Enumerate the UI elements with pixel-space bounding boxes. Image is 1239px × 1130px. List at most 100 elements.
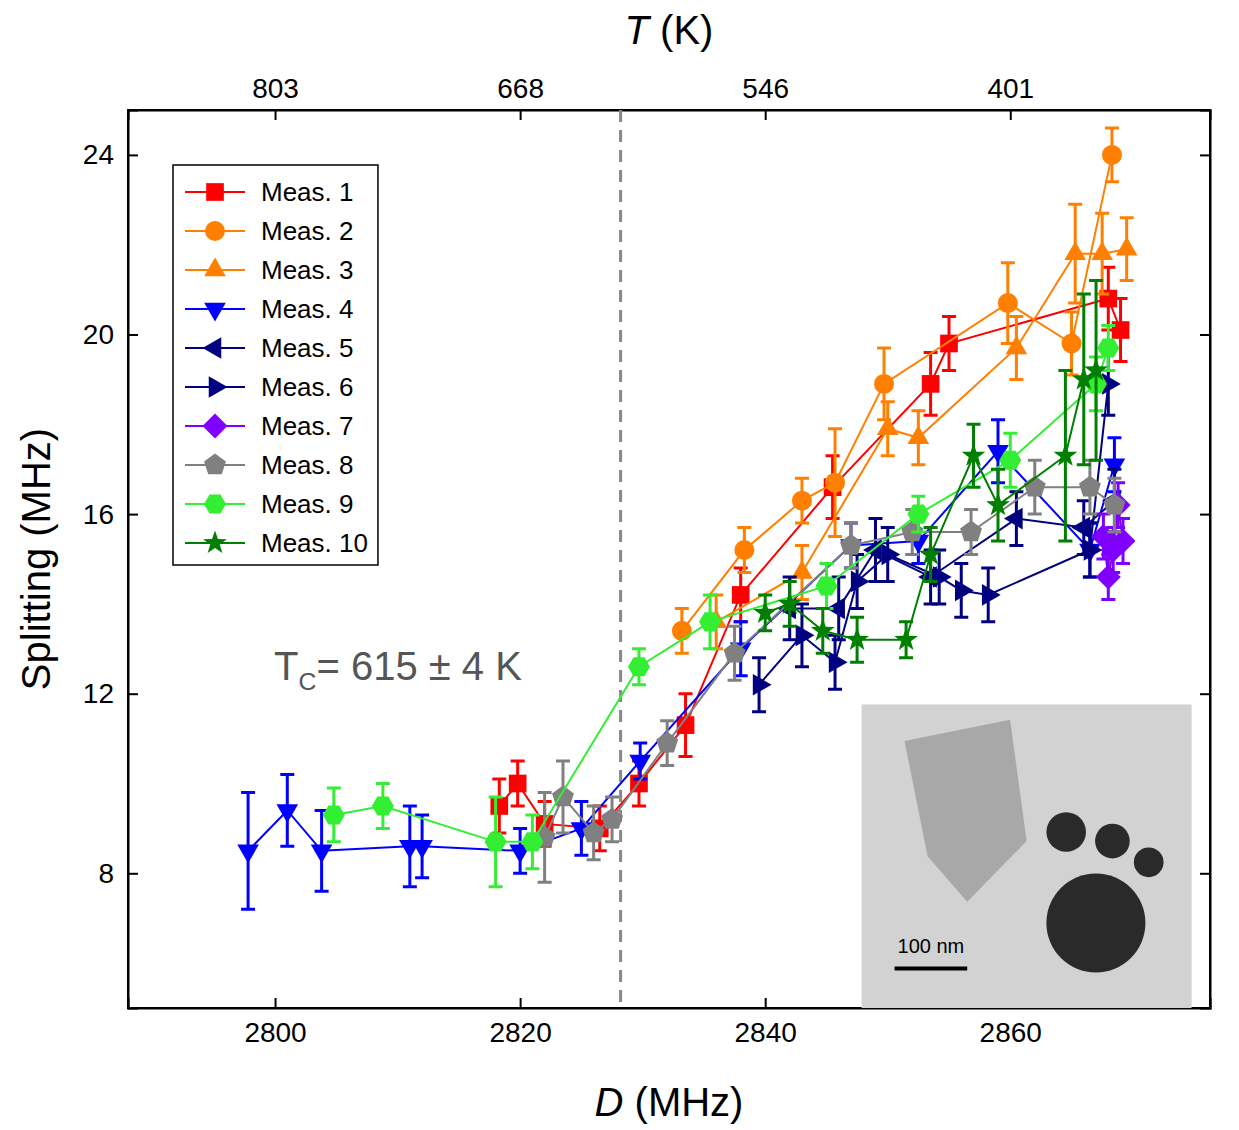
tick-mark: [1010, 110, 1012, 120]
tick-label: 16: [83, 499, 114, 530]
data-point: [656, 732, 678, 753]
tick-mark: [520, 998, 522, 1008]
tick-mark: [1200, 514, 1210, 516]
tick-mark: [275, 110, 277, 120]
inset-particle: [1134, 847, 1164, 877]
series-line: [545, 487, 1115, 837]
data-point: [982, 584, 1001, 606]
tick-label: 546: [742, 73, 789, 104]
legend-marker: [204, 494, 226, 513]
tick-label: 401: [987, 73, 1034, 104]
data-point: [734, 540, 754, 560]
legend-marker: [204, 454, 226, 475]
annotation: TC= 615 ± 4 K: [274, 644, 522, 695]
axis: 803 668 546 401: [129, 73, 1211, 120]
series-line: [759, 384, 1108, 685]
tick: 668: [497, 73, 544, 120]
tick: [1200, 694, 1210, 695]
data-point: [829, 651, 848, 673]
data-point: [874, 374, 894, 394]
data-point: [311, 845, 333, 864]
tick-mark: [765, 998, 767, 1008]
tc-line: [619, 110, 622, 1008]
tick-label: 24: [83, 139, 114, 170]
axis-line: [129, 111, 1211, 121]
data-point: [960, 521, 982, 542]
data-point: [933, 566, 952, 588]
series-line: [334, 348, 1108, 842]
data-point: [753, 600, 777, 623]
series: [1091, 483, 1136, 600]
legend-box: [173, 165, 378, 565]
legend-entry: Meas. 6: [185, 372, 354, 402]
data-point: [778, 591, 802, 614]
tick: [1200, 514, 1210, 515]
data-point: [628, 657, 650, 676]
data-point: [1004, 508, 1023, 530]
legend-label: Meas. 1: [261, 177, 354, 207]
legend-marker: [203, 337, 222, 359]
data-point: [894, 627, 918, 650]
tick-mark: [128, 334, 138, 336]
legend-entry: Meas. 1: [185, 177, 354, 207]
tick-label: 20: [83, 319, 114, 350]
tick: 2820: [489, 998, 551, 1048]
data-point: [999, 451, 1021, 470]
data-point: [922, 375, 940, 393]
tick-label: 2820: [489, 1017, 551, 1048]
data-point: [1054, 443, 1078, 466]
legend-entry: Meas. 3: [185, 255, 354, 285]
tick: [1200, 155, 1210, 156]
tick: 8: [98, 858, 138, 889]
tick-label: 803: [252, 73, 299, 104]
legend-label: Meas. 8: [261, 450, 354, 480]
tick: 16: [83, 499, 138, 530]
legend-marker: [206, 183, 224, 201]
series-line: [716, 249, 1126, 622]
series: [672, 128, 1122, 653]
legend-label: Meas. 6: [261, 372, 354, 402]
data-point: [1103, 494, 1125, 515]
data-point: [998, 293, 1018, 313]
top-axis-title: T (K): [625, 8, 714, 52]
legend-marker: [203, 414, 228, 439]
data-point: [986, 493, 1010, 516]
data-point: [1071, 517, 1090, 539]
tick: [1200, 873, 1210, 874]
tick-mark: [128, 873, 138, 875]
tick: 2840: [735, 998, 797, 1048]
legend-entry: Meas. 4: [185, 294, 354, 324]
tick-label: 2860: [980, 1017, 1042, 1048]
data-point: [1006, 335, 1028, 354]
data-point: [276, 804, 298, 823]
tick: 401: [987, 73, 1034, 120]
inset-image: 100 nm: [862, 704, 1192, 1008]
legend-entry: Meas. 9: [185, 489, 354, 519]
data-point: [1096, 564, 1121, 589]
tick-label: 8: [98, 858, 114, 889]
data-point: [1079, 476, 1101, 497]
data-point: [851, 571, 870, 593]
legend-marker: [209, 376, 228, 398]
data-point: [881, 544, 900, 566]
tick-label: 12: [83, 678, 114, 709]
series: [534, 460, 1126, 882]
data-point: [521, 832, 543, 851]
data-point: [815, 576, 837, 595]
legend-marker: [204, 303, 226, 322]
legend-label: Meas. 2: [261, 216, 354, 246]
tick-mark: [128, 514, 138, 516]
tick-label: 668: [497, 73, 544, 104]
data-point: [840, 534, 862, 555]
axis: [1200, 111, 1211, 1009]
legend-label: Meas. 5: [261, 333, 354, 363]
legend-entry: Meas. 2: [185, 216, 354, 246]
tick-mark: [1200, 334, 1210, 336]
legend-label: Meas. 4: [261, 294, 354, 324]
data-point: [724, 642, 746, 663]
tick: 12: [83, 678, 138, 709]
data-point: [1116, 237, 1138, 256]
series-line: [765, 370, 1096, 639]
tick-label: 2840: [735, 1017, 797, 1048]
data-point: [962, 443, 986, 466]
